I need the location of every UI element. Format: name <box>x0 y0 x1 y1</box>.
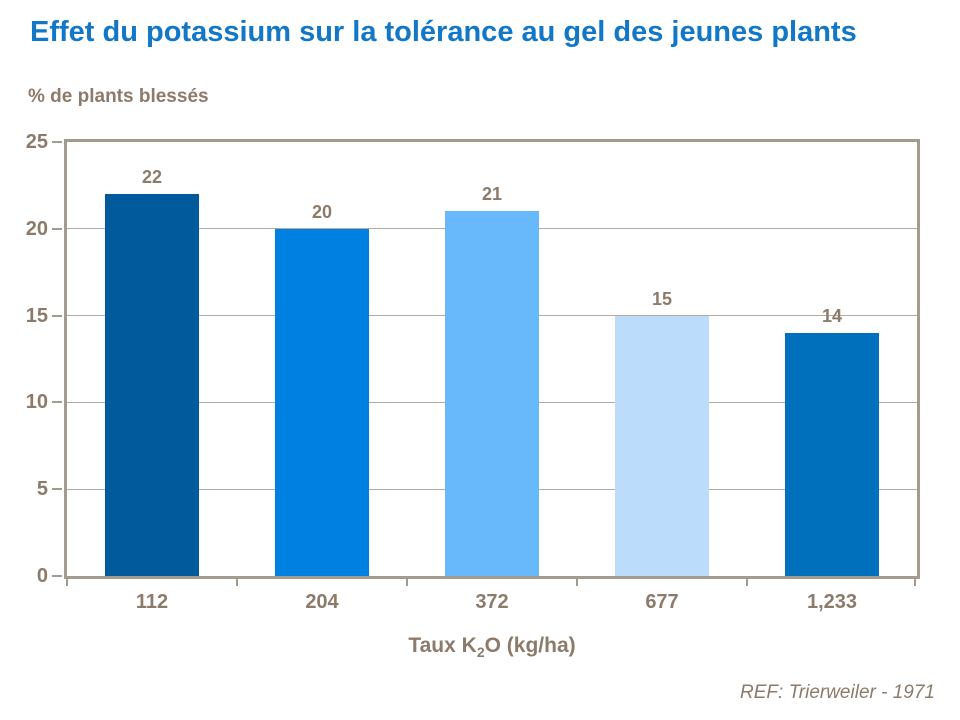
y-tick-mark-0 <box>52 575 62 577</box>
bar-1,233 <box>785 333 879 576</box>
x-tick-mark-3 <box>576 579 578 586</box>
x-category-label-677: 677 <box>645 591 679 613</box>
bar-value-label-1,233: 14 <box>821 306 843 326</box>
y-tick-label-5: 5 <box>36 478 48 501</box>
x-category-label-112: 112 <box>135 591 169 613</box>
y-tick-mark-5 <box>52 488 62 491</box>
bar-112 <box>105 194 199 576</box>
y-axis-title: % de plants blessés <box>28 86 209 107</box>
reference-note: REF: Trierweiler - 1971 <box>740 682 935 703</box>
x-category-label-372: 372 <box>475 591 509 613</box>
x-axis-title-prefix: Taux K <box>408 634 477 657</box>
y-tick-label-20: 20 <box>25 217 48 240</box>
y-tick-label-10: 10 <box>25 391 48 414</box>
bar-value-label-204: 20 <box>311 202 333 222</box>
x-category-label-1,233: 1,233 <box>806 591 858 613</box>
y-tick-label-0: 0 <box>36 565 48 587</box>
plot-inner: 22 20 21 15 14 <box>67 142 917 576</box>
x-tick-mark-4 <box>746 579 748 586</box>
y-tick-mark-15 <box>52 314 62 317</box>
bar-372 <box>445 211 539 576</box>
bar-204 <box>275 229 369 576</box>
bar-677 <box>615 316 709 576</box>
plot-frame <box>64 139 920 579</box>
x-category-label-204: 204 <box>305 591 339 613</box>
chart-title: Effet du potassium sur la tolérance au g… <box>30 16 857 48</box>
y-tick-mark-10 <box>52 401 62 404</box>
bar-value-label-112: 22 <box>141 167 163 187</box>
x-tick-mark-0 <box>66 579 68 586</box>
y-tick-label-25: 25 <box>25 131 48 153</box>
x-tick-mark-1 <box>236 579 238 586</box>
bar-value-label-677: 15 <box>651 289 673 309</box>
x-axis-title: Taux K2O (kg/ha) <box>64 634 920 660</box>
y-tick-mark-25 <box>52 141 62 143</box>
plot-area: 22 20 21 15 14 0 5 10 15 20 25 112 204 372 677 1,233 <box>26 131 920 613</box>
y-tick-label-15: 15 <box>25 304 48 327</box>
x-tick-mark-5 <box>914 579 916 586</box>
y-tick-mark-20 <box>52 227 62 230</box>
x-axis-title-suffix: O (kg/ha) <box>484 634 576 657</box>
x-axis-title-subscript: 2 <box>476 644 485 661</box>
x-tick-mark-2 <box>406 579 408 586</box>
bar-value-label-372: 21 <box>481 184 503 204</box>
